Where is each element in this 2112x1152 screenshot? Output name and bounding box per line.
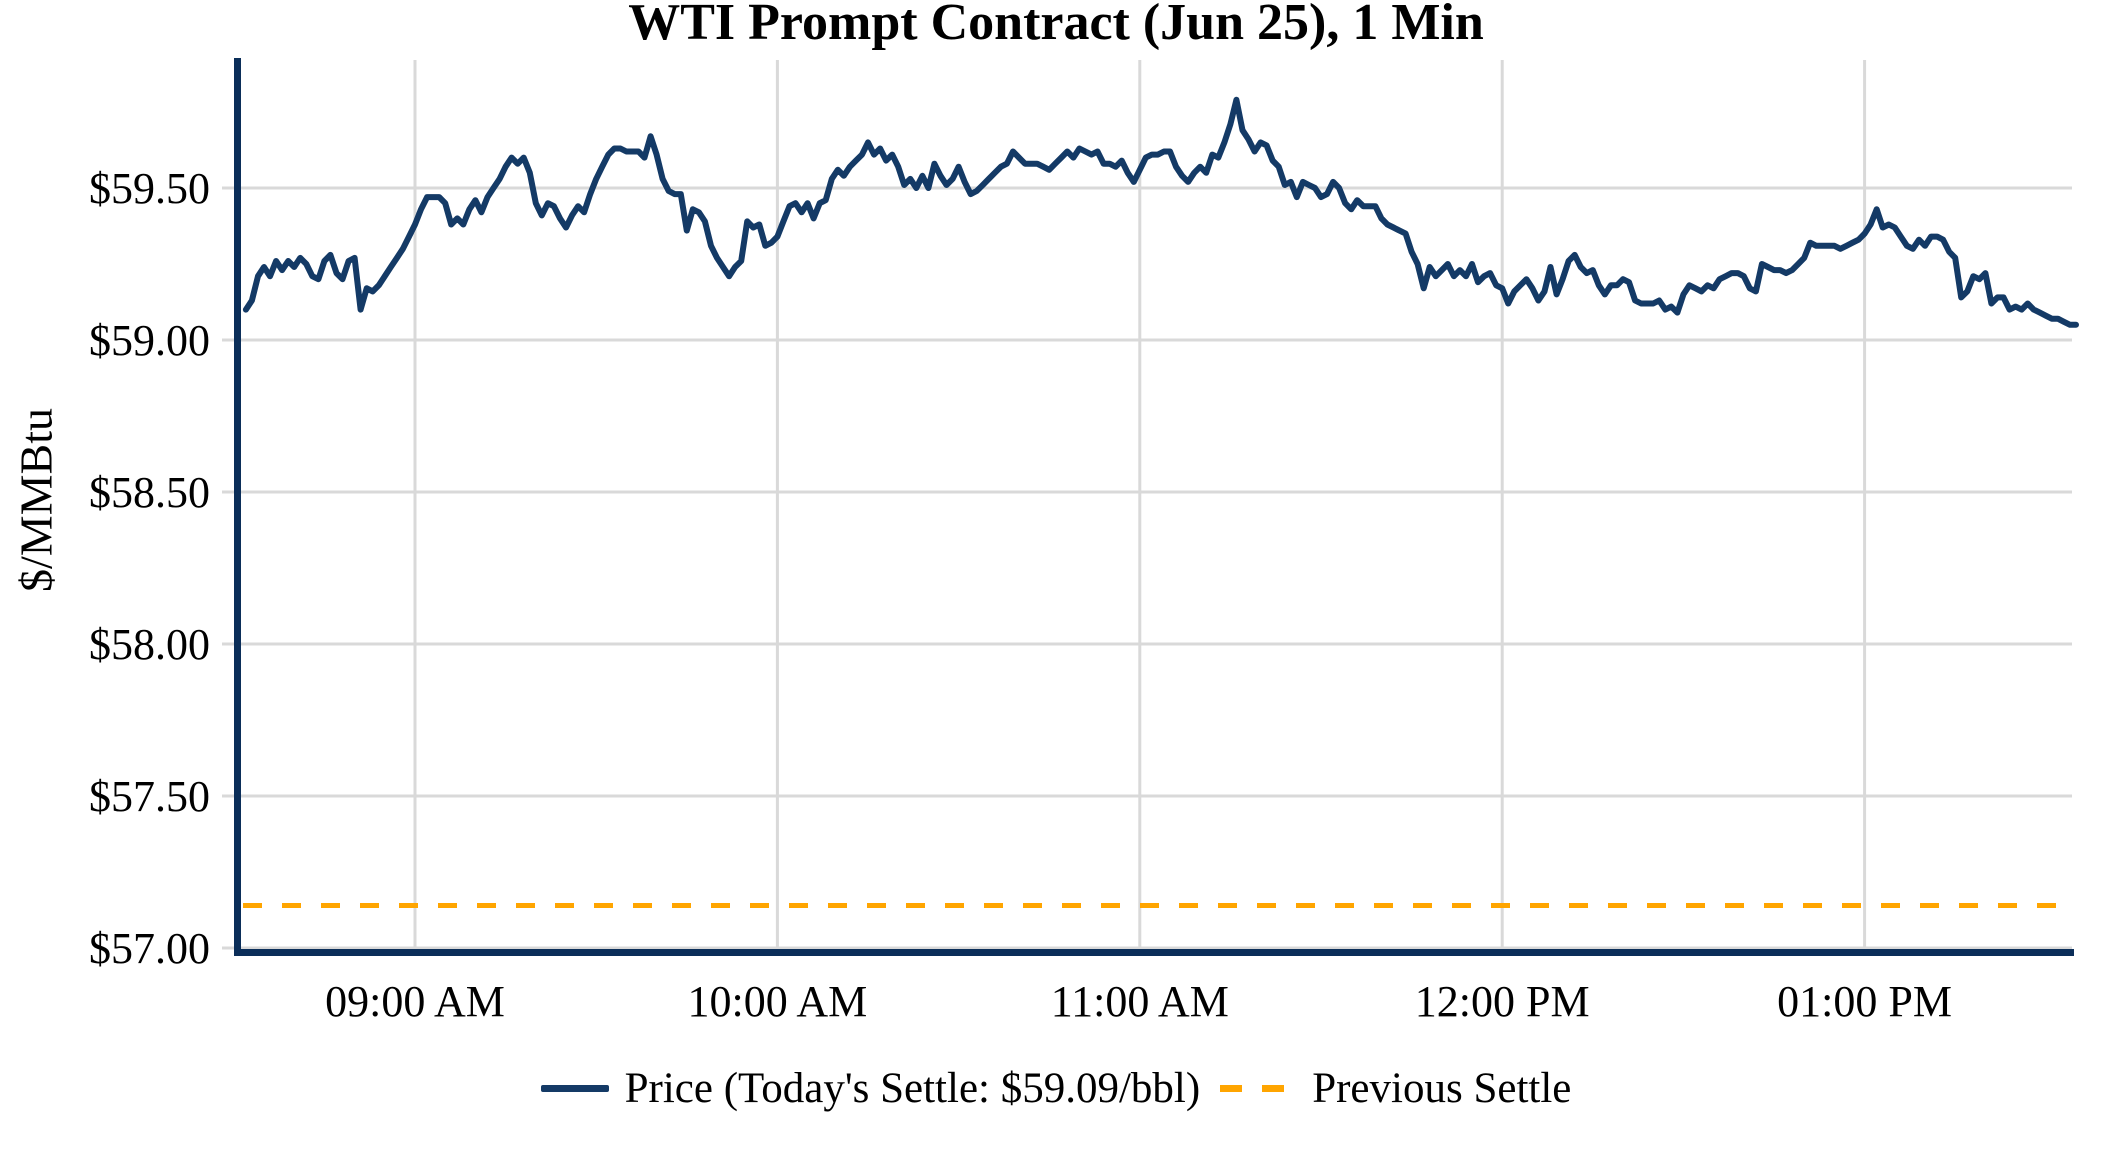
y-tick-label: $58.00	[89, 620, 210, 669]
x-tick-label: 11:00 AM	[1051, 977, 1229, 1026]
y-axis-spine	[234, 58, 241, 956]
legend-previous-settle-label: Previous Settle	[1312, 1065, 1572, 1112]
x-tick-label: 01:00 PM	[1777, 977, 1952, 1026]
y-tick-label: $57.00	[89, 924, 210, 973]
y-tick-label: $59.50	[89, 164, 210, 213]
x-tick-label: 10:00 AM	[688, 977, 868, 1026]
price-line-swatch-icon	[540, 1085, 609, 1092]
x-axis-spine	[234, 949, 2074, 956]
legend-price-label: Price (Today's Settle: $59.09/bbl)	[624, 1065, 1201, 1112]
y-tick-label: $59.00	[89, 316, 210, 365]
x-tick-label: 09:00 AM	[325, 977, 505, 1026]
legend-item-price: Price (Today's Settle: $59.09/bbl)	[540, 1064, 1201, 1113]
y-tick-label: $57.50	[89, 772, 210, 821]
y-tick-label: $58.50	[89, 468, 210, 517]
previous-settle-dash-swatch-icon	[1220, 1085, 1297, 1092]
x-tick-label: 12:00 PM	[1415, 977, 1590, 1026]
legend: Price (Today's Settle: $59.09/bbl) Previ…	[0, 1064, 2112, 1113]
price-line	[242, 96, 2079, 328]
legend-item-previous-settle: Previous Settle	[1220, 1064, 1571, 1113]
chart-title: WTI Prompt Contract (Jun 25), 1 Min	[628, 0, 1484, 51]
